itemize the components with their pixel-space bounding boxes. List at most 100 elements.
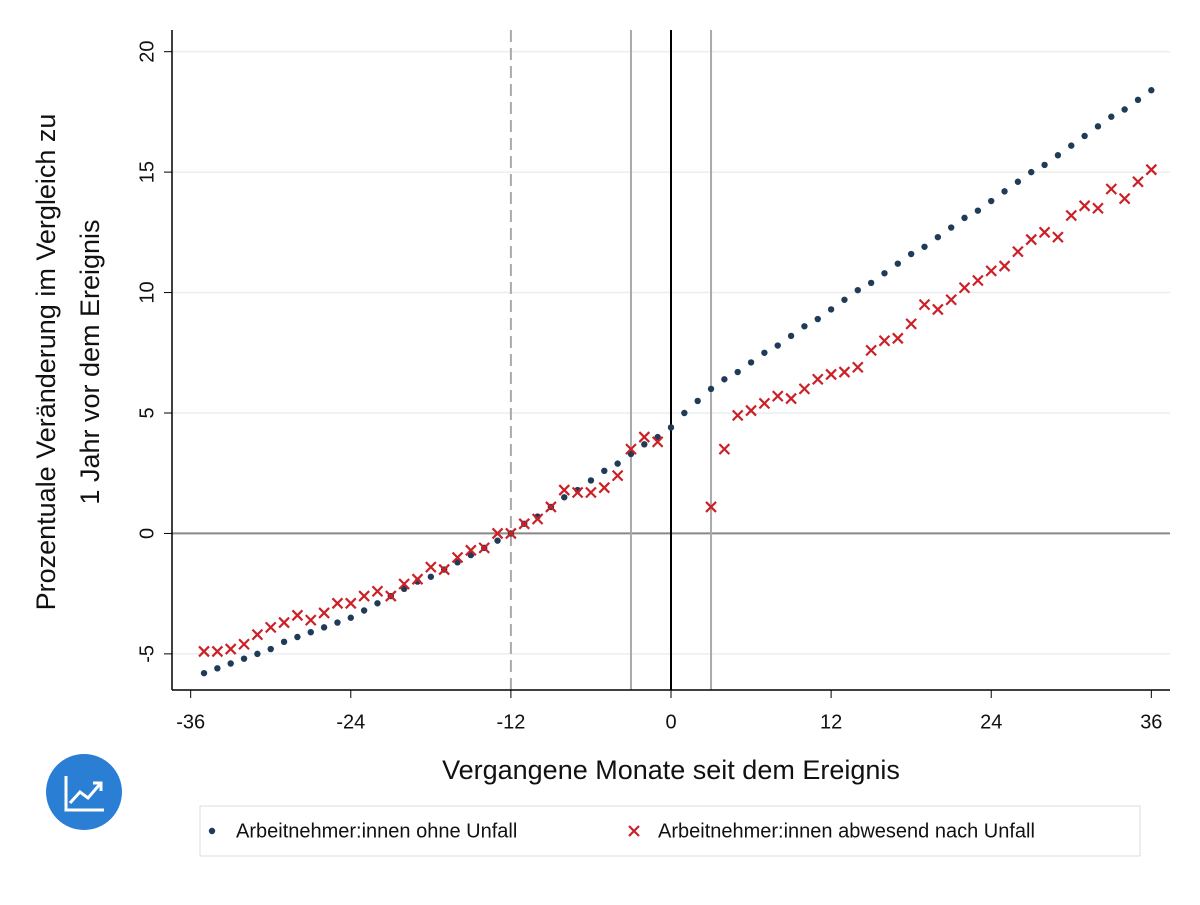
point bbox=[881, 270, 888, 277]
point bbox=[667, 424, 675, 431]
x-marker bbox=[705, 501, 717, 513]
x-marker bbox=[932, 303, 944, 316]
point bbox=[958, 281, 971, 294]
point bbox=[921, 243, 928, 250]
point bbox=[1065, 209, 1078, 222]
x-marker bbox=[345, 597, 357, 610]
x-marker bbox=[304, 614, 317, 626]
logo bbox=[46, 754, 122, 830]
point bbox=[998, 260, 1011, 272]
point bbox=[531, 513, 544, 525]
point bbox=[347, 614, 354, 621]
x-marker bbox=[358, 590, 370, 602]
point bbox=[1094, 123, 1102, 130]
x-marker bbox=[411, 573, 424, 585]
x-marker bbox=[892, 332, 904, 345]
point bbox=[854, 286, 861, 294]
point bbox=[1001, 188, 1008, 195]
y-tick-label: 20 bbox=[136, 41, 158, 63]
point bbox=[934, 233, 942, 241]
x-tick-label: 12 bbox=[820, 711, 842, 733]
point bbox=[905, 318, 917, 330]
point bbox=[972, 274, 984, 287]
point bbox=[1092, 202, 1104, 215]
point bbox=[374, 600, 381, 607]
point bbox=[1054, 152, 1062, 159]
point bbox=[1145, 163, 1158, 176]
point bbox=[454, 559, 461, 566]
legend-box bbox=[199, 805, 1141, 857]
x-marker bbox=[1132, 175, 1144, 188]
x-marker bbox=[651, 436, 664, 448]
x-marker bbox=[438, 563, 450, 576]
point bbox=[878, 334, 891, 347]
y-tick-label: 10 bbox=[136, 281, 158, 303]
point bbox=[294, 633, 301, 641]
x-marker bbox=[852, 361, 864, 374]
point bbox=[1148, 87, 1155, 94]
x-marker bbox=[745, 404, 757, 417]
point bbox=[774, 342, 781, 349]
x-marker bbox=[865, 344, 877, 357]
point bbox=[398, 578, 410, 590]
point bbox=[238, 638, 250, 651]
point bbox=[988, 197, 995, 205]
point bbox=[1014, 178, 1022, 185]
x-axis-label: Vergangene Monate seit dem Ereignis bbox=[442, 755, 900, 785]
x-marker bbox=[638, 431, 651, 443]
x-marker bbox=[318, 607, 330, 619]
point bbox=[334, 619, 341, 626]
x-marker bbox=[211, 645, 224, 658]
point bbox=[558, 484, 571, 496]
point bbox=[947, 224, 955, 231]
point bbox=[625, 443, 637, 455]
x-marker bbox=[518, 518, 531, 530]
point bbox=[961, 214, 968, 222]
point bbox=[985, 265, 997, 277]
point bbox=[331, 597, 344, 610]
x-marker bbox=[985, 265, 997, 277]
point bbox=[385, 590, 397, 602]
point bbox=[731, 409, 744, 422]
point bbox=[280, 638, 288, 646]
point bbox=[227, 660, 234, 667]
point bbox=[892, 332, 904, 345]
point bbox=[291, 609, 304, 622]
point bbox=[918, 298, 931, 311]
point bbox=[400, 585, 408, 593]
point bbox=[758, 397, 771, 410]
x-marker bbox=[598, 481, 611, 494]
point bbox=[478, 542, 490, 554]
point bbox=[1025, 233, 1038, 246]
point bbox=[585, 486, 597, 499]
x-marker bbox=[1145, 163, 1158, 176]
x-marker bbox=[958, 281, 971, 294]
point bbox=[561, 494, 568, 501]
point bbox=[747, 359, 755, 366]
x-tick-label: 36 bbox=[1140, 711, 1162, 733]
x-marker bbox=[585, 486, 597, 499]
point bbox=[894, 260, 902, 267]
legend-marker bbox=[208, 827, 216, 835]
point bbox=[771, 390, 784, 402]
point bbox=[427, 573, 435, 580]
point bbox=[345, 597, 357, 610]
x-marker bbox=[1052, 231, 1064, 243]
x-marker bbox=[1025, 233, 1038, 246]
point bbox=[571, 486, 584, 499]
x-marker bbox=[571, 486, 584, 499]
point bbox=[707, 385, 715, 393]
point bbox=[811, 373, 824, 386]
point bbox=[814, 315, 821, 323]
x-marker bbox=[785, 392, 797, 405]
point bbox=[198, 645, 210, 658]
point bbox=[1078, 200, 1091, 212]
point bbox=[240, 655, 248, 662]
x-marker bbox=[371, 585, 384, 598]
x-marker bbox=[718, 443, 731, 455]
point bbox=[465, 544, 477, 557]
point bbox=[1081, 132, 1088, 140]
point bbox=[651, 436, 664, 448]
